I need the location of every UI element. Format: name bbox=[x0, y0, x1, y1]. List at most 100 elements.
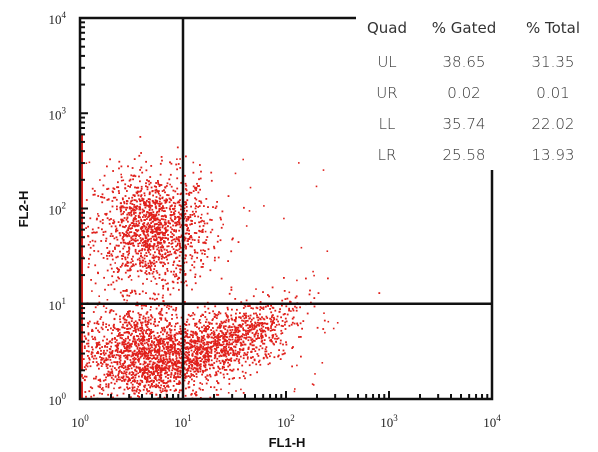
data-point bbox=[85, 162, 88, 164]
data-point bbox=[162, 338, 165, 341]
data-point bbox=[101, 228, 103, 231]
data-point bbox=[184, 174, 186, 177]
data-point bbox=[103, 361, 106, 364]
data-point bbox=[194, 370, 197, 373]
data-point bbox=[102, 257, 105, 259]
data-point bbox=[127, 233, 130, 236]
data-point bbox=[106, 257, 109, 260]
data-point bbox=[176, 158, 178, 160]
data-point bbox=[146, 388, 148, 390]
data-point bbox=[139, 180, 141, 183]
data-point bbox=[161, 209, 163, 212]
data-point bbox=[107, 374, 109, 377]
data-point bbox=[196, 365, 199, 367]
data-point bbox=[218, 311, 220, 313]
data-point bbox=[142, 367, 144, 370]
data-point bbox=[133, 378, 136, 381]
data-point bbox=[177, 376, 180, 379]
data-point bbox=[131, 363, 133, 365]
data-point bbox=[156, 217, 159, 220]
data-point bbox=[126, 358, 129, 361]
data-point bbox=[191, 365, 193, 368]
data-point bbox=[143, 354, 146, 357]
data-point bbox=[188, 191, 191, 194]
data-point bbox=[121, 232, 124, 234]
data-point bbox=[220, 320, 223, 323]
data-point bbox=[136, 321, 139, 324]
data-point bbox=[164, 253, 166, 255]
data-point bbox=[112, 310, 115, 312]
data-point bbox=[173, 374, 176, 377]
data-point bbox=[102, 387, 104, 389]
data-point bbox=[94, 377, 97, 380]
data-point bbox=[127, 354, 129, 357]
data-point bbox=[146, 230, 149, 233]
data-point bbox=[263, 329, 265, 332]
data-point bbox=[164, 387, 167, 389]
data-point bbox=[125, 319, 128, 322]
data-point bbox=[163, 326, 165, 329]
data-point bbox=[191, 378, 193, 381]
data-point bbox=[141, 171, 144, 174]
data-point bbox=[112, 196, 115, 199]
data-point bbox=[294, 296, 297, 299]
data-point bbox=[255, 338, 258, 340]
data-point bbox=[238, 316, 240, 319]
data-point bbox=[214, 350, 216, 353]
data-point bbox=[85, 338, 87, 340]
data-point bbox=[241, 333, 244, 336]
data-point bbox=[172, 261, 175, 264]
data-point bbox=[113, 237, 116, 240]
data-point bbox=[134, 211, 137, 214]
data-point bbox=[148, 360, 151, 363]
data-point bbox=[85, 375, 88, 378]
population-ll bbox=[81, 268, 246, 400]
data-point bbox=[140, 368, 142, 371]
data-point bbox=[138, 206, 141, 208]
data-point bbox=[86, 362, 89, 365]
data-point bbox=[115, 345, 118, 348]
data-point bbox=[173, 238, 176, 241]
data-point bbox=[215, 349, 218, 351]
data-point bbox=[153, 219, 156, 222]
data-point bbox=[138, 235, 140, 237]
data-point bbox=[200, 315, 202, 318]
data-point bbox=[133, 206, 136, 208]
data-point bbox=[112, 170, 114, 172]
data-point bbox=[188, 360, 191, 362]
data-point bbox=[173, 211, 175, 214]
data-point bbox=[166, 381, 168, 384]
data-point bbox=[207, 341, 210, 344]
data-point bbox=[179, 333, 182, 335]
data-point bbox=[327, 277, 329, 280]
data-point bbox=[107, 329, 109, 331]
data-point bbox=[221, 322, 223, 325]
data-point bbox=[160, 156, 163, 158]
data-point bbox=[99, 179, 101, 181]
data-point bbox=[118, 342, 121, 345]
data-point bbox=[102, 339, 104, 342]
data-point bbox=[112, 222, 115, 225]
data-point bbox=[180, 281, 183, 284]
data-point bbox=[145, 213, 148, 216]
data-point bbox=[170, 231, 172, 234]
data-point bbox=[135, 370, 138, 373]
data-point bbox=[150, 344, 153, 346]
data-point bbox=[204, 330, 207, 332]
data-point bbox=[172, 281, 175, 284]
data-point bbox=[291, 307, 294, 310]
gated-cell: 35.74 bbox=[442, 114, 486, 133]
data-point bbox=[187, 238, 189, 240]
data-point bbox=[283, 353, 285, 355]
data-point bbox=[107, 284, 110, 286]
data-point bbox=[254, 350, 257, 352]
data-point bbox=[154, 251, 156, 254]
data-point bbox=[227, 350, 229, 353]
data-point bbox=[149, 386, 152, 388]
data-point bbox=[194, 186, 196, 189]
data-point bbox=[87, 225, 89, 228]
quad-cell: UR bbox=[376, 83, 398, 102]
data-point bbox=[119, 356, 122, 359]
data-point bbox=[152, 330, 155, 333]
data-point bbox=[228, 325, 231, 327]
